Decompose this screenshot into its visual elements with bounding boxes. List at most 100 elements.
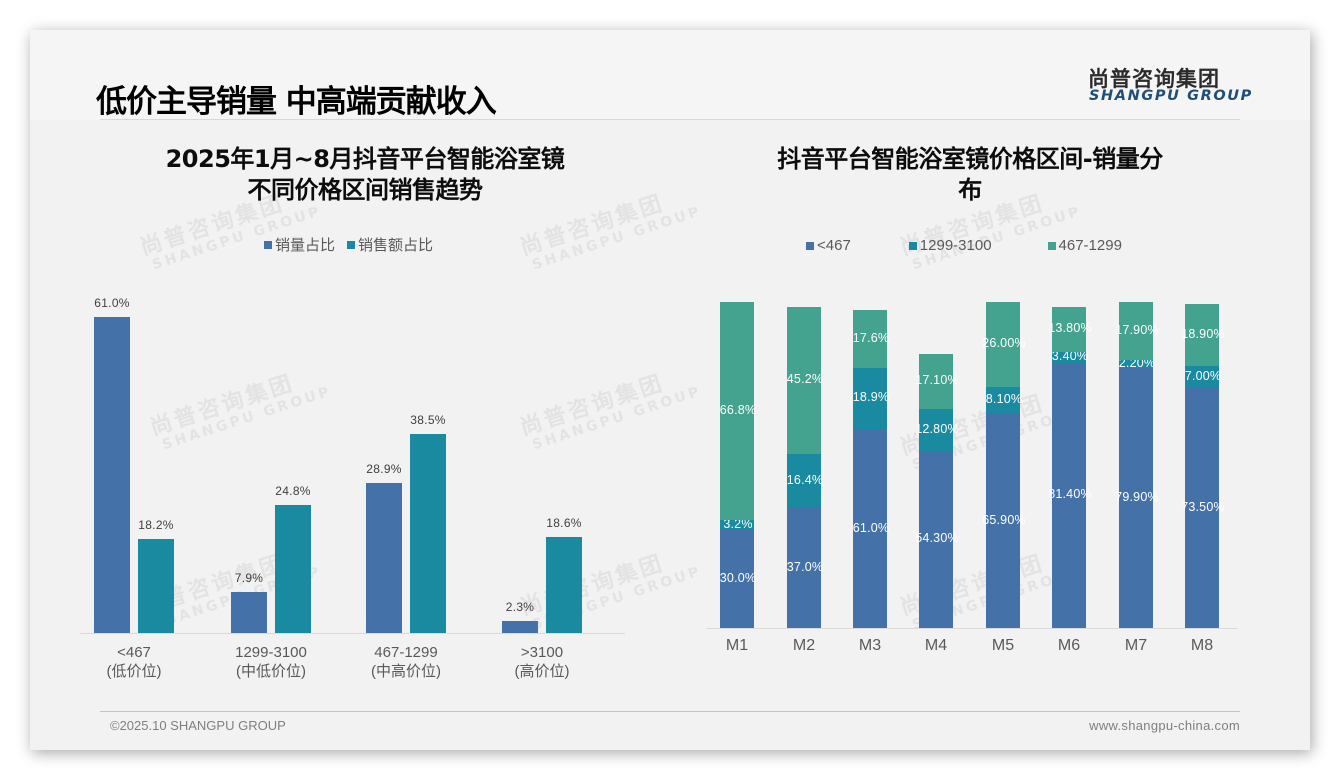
right-chart-title: 抖音平台智能浴室镜价格区间-销量分 布 — [720, 144, 1220, 206]
data-label: 2.3% — [505, 600, 535, 615]
segment-label: 26.00% — [982, 336, 1026, 351]
bar-sales — [275, 504, 311, 633]
segment-label: 7.00% — [1184, 368, 1222, 383]
stack-segment-low: 79.90% — [1115, 367, 1159, 628]
segment-label: 66.8% — [719, 402, 757, 417]
category-range: 467-1299 — [374, 644, 438, 661]
month-label: M6 — [1057, 637, 1081, 654]
segment-label: 81.40% — [1048, 487, 1092, 502]
segment-label: 18.90% — [1181, 326, 1225, 341]
segment-label: 17.10% — [915, 373, 959, 388]
category-range: >3100 — [520, 644, 564, 661]
legend-item-sales-share: 销售额占比 — [347, 234, 433, 255]
stack-segment-mid-low: 8.10% — [986, 386, 1022, 414]
legend-item-mid-high-price: 467-1299 — [1047, 237, 1122, 254]
legend-swatch-icon — [908, 241, 917, 250]
segment-label: 79.90% — [1115, 489, 1159, 504]
stack-segment-mid-high: 45.2% — [787, 306, 823, 454]
bar-sales — [138, 538, 174, 633]
category-label: 1299-3100 (中低价位) — [201, 643, 341, 681]
data-label: 18.2% — [138, 517, 174, 532]
legend-label: <467 — [817, 237, 851, 254]
category-tier: (低价位) — [106, 663, 162, 680]
stack-segment-mid-high: 13.80% — [1048, 306, 1092, 352]
header-divider — [100, 119, 1240, 120]
segment-label: 17.6% — [852, 330, 890, 345]
legend-item-volume-share: 销量占比 — [264, 234, 335, 255]
stack-segment-mid-high: 18.90% — [1181, 303, 1225, 366]
stack-segment-low: 61.0% — [853, 429, 889, 628]
legend-swatch-icon — [806, 241, 814, 250]
segment-label: 61.0% — [852, 520, 890, 535]
segment-label: 3.40% — [1051, 349, 1089, 364]
bar-volume — [94, 317, 130, 633]
legend-swatch-icon — [347, 240, 356, 249]
month-label: M8 — [1190, 637, 1214, 654]
stack-segment-mid-low: 16.4% — [787, 453, 823, 508]
data-label: 18.6% — [546, 515, 582, 530]
stack-segment-low: 30.0% — [720, 530, 756, 628]
month-label: M5 — [991, 637, 1015, 654]
segment-label: 54.30% — [915, 531, 959, 546]
stack-segment-low: 73.50% — [1181, 388, 1225, 628]
x-axis-line — [706, 628, 1238, 629]
stack-segment-mid-high: 17.6% — [853, 310, 889, 368]
month-label: M7 — [1124, 637, 1148, 654]
stack-segment-mid-low: 18.9% — [853, 367, 889, 430]
legend-label: 销售额占比 — [358, 237, 434, 254]
month-label: M1 — [725, 637, 749, 654]
category-range: 1299-3100 — [235, 644, 307, 661]
bar-sales — [546, 536, 582, 633]
segment-label: 73.50% — [1181, 500, 1225, 515]
right-chart-legend: <467 1299-3100 467-1299 — [806, 237, 1122, 254]
legend-item-mid-low-price: 1299-3100 — [908, 237, 992, 254]
right-chart-title-line-1: 抖音平台智能浴室镜价格区间-销量分 — [777, 145, 1163, 173]
legend-swatch-icon — [264, 240, 272, 249]
data-label: 24.8% — [275, 483, 311, 498]
stack-segment-mid-low: 12.80% — [915, 409, 959, 451]
data-label: 7.9% — [234, 571, 264, 586]
bar-volume — [231, 592, 267, 633]
segment-label: 16.4% — [786, 472, 824, 487]
stack-segment-mid-low: 2.20% — [1119, 356, 1155, 370]
category-tier: (高价位) — [514, 663, 570, 680]
slide: 低价主导销量 中高端贡献收入 尚普咨询集团 SHANGPU GROUP 尚普咨询… — [30, 30, 1310, 750]
logo-chinese: 尚普咨询集团 — [1088, 67, 1220, 91]
month-label: M2 — [792, 637, 816, 654]
data-label: 61.0% — [94, 296, 130, 311]
footer-copyright: ©2025.10 SHANGPU GROUP — [110, 718, 286, 733]
category-label: 467-1299 (中高价位) — [336, 643, 476, 681]
segment-label: 30.0% — [719, 571, 757, 586]
category-tier: (中低价位) — [236, 663, 306, 680]
category-label: >3100 (高价位) — [472, 643, 612, 681]
category-range: <467 — [117, 644, 151, 661]
stack-segment-low: 65.90% — [982, 413, 1026, 628]
stack-segment-mid-high: 17.10% — [915, 353, 959, 410]
segment-label: 37.0% — [786, 559, 824, 574]
segment-label: 13.80% — [1048, 321, 1092, 336]
left-chart-title-line-1: 2025年1月~8月抖音平台智能浴室镜 — [165, 145, 565, 173]
data-label: 38.5% — [410, 412, 446, 427]
segment-label: 3.2% — [723, 516, 753, 531]
bar-volume — [366, 483, 402, 633]
month-label: M3 — [858, 637, 882, 654]
segment-label: 18.9% — [852, 390, 890, 405]
right-chart-plot: 30.0% 3.2% 66.8% M1 37.0% 16.4% 45.2% M2 61.0% 18… — [30, 30, 1310, 750]
month-label: M4 — [924, 637, 948, 654]
left-chart-title: 2025年1月~8月抖音平台智能浴室镜 不同价格区间销售趋势 — [70, 144, 660, 206]
footer-website: www.shangpu-china.com — [1089, 718, 1240, 733]
bar-sales — [410, 433, 446, 633]
stack-segment-mid-low: 7.00% — [1185, 365, 1221, 389]
category-tier: (中高价位) — [371, 663, 441, 680]
segment-label: 65.90% — [982, 512, 1026, 527]
stack-segment-low: 81.40% — [1048, 362, 1092, 628]
bar-volume — [502, 621, 538, 633]
legend-swatch-icon — [1047, 241, 1056, 250]
logo-english: SHANGPU GROUP — [1089, 88, 1253, 104]
right-chart-title-line-2: 布 — [958, 176, 982, 204]
stack-segment-mid-low: 3.2% — [720, 517, 754, 531]
segment-label: 8.10% — [985, 391, 1023, 406]
x-axis-line — [80, 633, 625, 634]
segment-label: 17.90% — [1115, 323, 1159, 338]
stack-segment-mid-high: 17.90% — [1115, 302, 1159, 361]
